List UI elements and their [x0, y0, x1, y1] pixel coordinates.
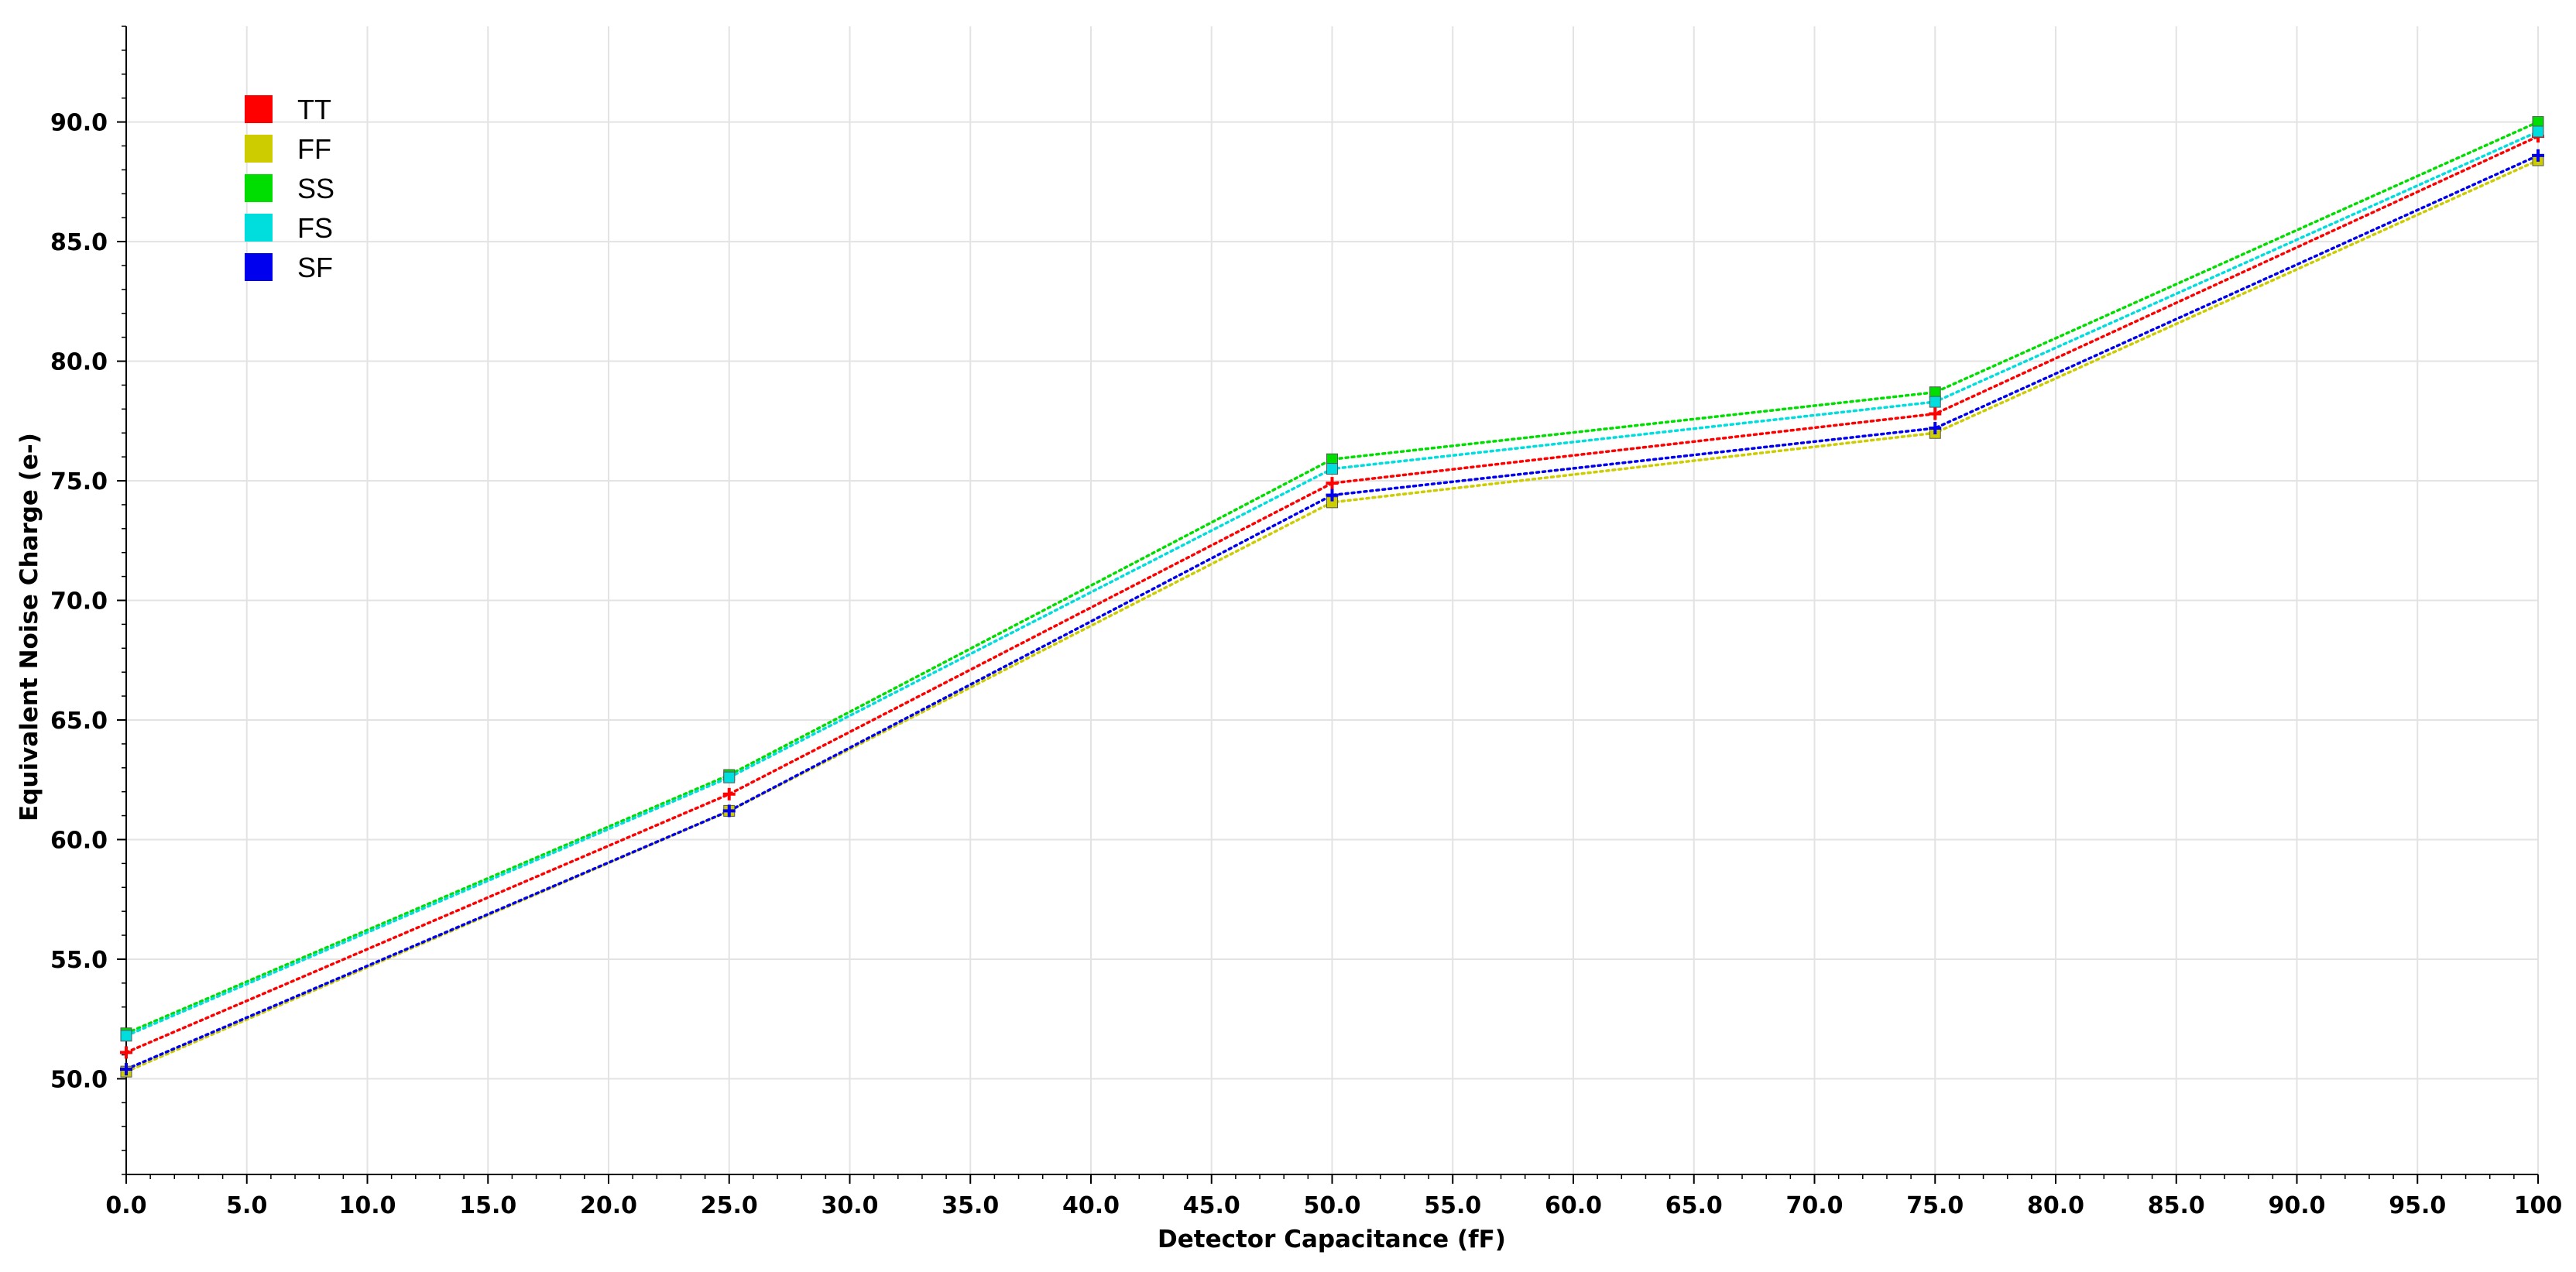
legend-swatch-ff: [245, 135, 273, 163]
x-tick-label: 75.0: [1906, 1192, 1964, 1219]
data-point: [723, 771, 736, 783]
legend-label-ss: SS: [297, 173, 334, 204]
y-tick-label: 85.0: [50, 229, 108, 256]
legend-label-ff: FF: [297, 133, 331, 165]
data-point: [1326, 477, 1339, 490]
series-points: [120, 116, 2544, 1078]
y-tick-label: 90.0: [50, 110, 108, 137]
data-point: [722, 804, 736, 818]
y-axis-title: Equivalent Noise Charge (e-): [15, 433, 43, 821]
data-point: [1929, 407, 1942, 420]
x-axis-ticks: 0.0 5.0 10.0 15.0 20.0 25.0 30.0 35.0 40.0 45.0 50…: [105, 1174, 2562, 1219]
x-tick-label: 5.0: [226, 1192, 267, 1219]
x-tick-label: 70.0: [1785, 1192, 1843, 1219]
data-point: [1929, 396, 1941, 408]
legend-swatch-tt: [245, 95, 273, 123]
y-axis-ticks: 50.0 55.0 60.0 65.0 70.0 75.0 80.0 85.0 90.0: [50, 26, 126, 1175]
legend-swatch-fs: [245, 214, 273, 242]
x-tick-label: 45.0: [1183, 1192, 1240, 1219]
x-tick-label: 10.0: [338, 1192, 396, 1219]
x-tick-label: 55.0: [1424, 1192, 1481, 1219]
x-tick-label: 40.0: [1062, 1192, 1120, 1219]
legend-label-sf: SF: [297, 252, 333, 283]
y-tick-label: 50.0: [50, 1066, 108, 1093]
x-tick-label: 50.0: [1303, 1192, 1360, 1219]
data-point: [2532, 149, 2544, 162]
legend-swatch-sf: [245, 253, 273, 281]
data-point: [1929, 422, 1942, 435]
x-tick-label: 30.0: [821, 1192, 878, 1219]
x-tick-label: 65.0: [1665, 1192, 1723, 1219]
legend-label-tt: TT: [297, 94, 331, 125]
y-tick-label: 80.0: [50, 349, 108, 376]
x-tick-label: 15.0: [459, 1192, 516, 1219]
data-point: [120, 1046, 132, 1059]
x-tick-label: 85.0: [2148, 1192, 2205, 1219]
y-tick-label: 75.0: [50, 468, 108, 495]
y-tick-label: 70.0: [50, 588, 108, 615]
x-tick-label: 95.0: [2389, 1192, 2446, 1219]
x-tick-label: 20.0: [580, 1192, 637, 1219]
data-point: [120, 1030, 132, 1042]
x-tick-label: 100: [2514, 1192, 2563, 1219]
data-point: [1326, 489, 1339, 502]
legend: TT FF SS FS SF: [245, 94, 334, 283]
y-tick-label: 60.0: [50, 827, 108, 854]
x-axis-title: Detector Capacitance (fF): [1158, 1226, 1506, 1253]
x-tick-label: 0.0: [105, 1192, 146, 1219]
x-tick-label: 90.0: [2268, 1192, 2325, 1219]
data-point: [2532, 125, 2544, 138]
y-tick-label: 65.0: [50, 708, 108, 735]
x-tick-label: 35.0: [942, 1192, 999, 1219]
x-tick-label: 60.0: [1545, 1192, 1602, 1219]
data-point: [722, 787, 736, 801]
x-tick-label: 80.0: [2027, 1192, 2084, 1219]
x-tick-label: 25.0: [701, 1192, 758, 1219]
legend-label-fs: FS: [297, 212, 333, 244]
data-point: [120, 1063, 132, 1076]
legend-swatch-ss: [245, 174, 273, 202]
y-tick-label: 55.0: [50, 947, 108, 974]
data-point: [1326, 463, 1338, 475]
